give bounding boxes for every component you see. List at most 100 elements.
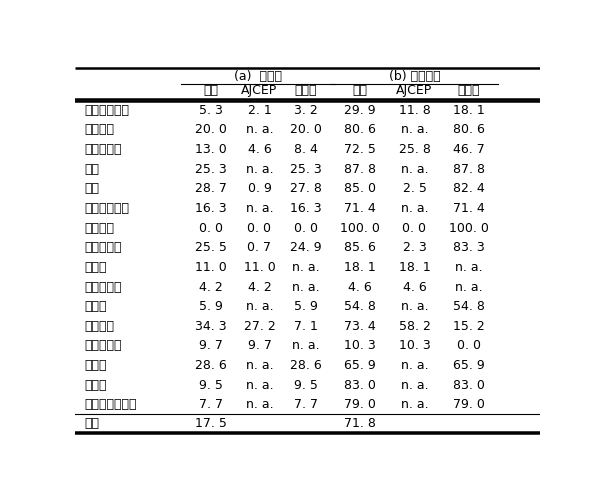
Text: n. a.: n. a. xyxy=(292,340,320,352)
Text: 11. 8: 11. 8 xyxy=(398,104,430,117)
Text: 0. 0: 0. 0 xyxy=(403,222,427,234)
Text: タイ: タイ xyxy=(84,182,100,195)
Text: 46. 7: 46. 7 xyxy=(453,143,485,156)
Text: 0. 7: 0. 7 xyxy=(247,241,271,254)
Text: 54. 8: 54. 8 xyxy=(453,300,485,313)
Text: n. a.: n. a. xyxy=(401,379,428,392)
Text: インド: インド xyxy=(84,359,107,372)
Text: スイス: スイス xyxy=(84,300,107,313)
Text: n. a.: n. a. xyxy=(245,398,273,411)
Text: 2. 5: 2. 5 xyxy=(403,182,427,195)
Text: 65. 9: 65. 9 xyxy=(344,359,376,372)
Text: n. a.: n. a. xyxy=(401,398,428,411)
Text: 100. 0: 100. 0 xyxy=(449,222,488,234)
Text: 4. 2: 4. 2 xyxy=(248,280,271,293)
Text: 7. 1: 7. 1 xyxy=(294,320,318,333)
Text: 85. 6: 85. 6 xyxy=(344,241,376,254)
Text: n. a.: n. a. xyxy=(401,359,428,372)
Text: 全体: 全体 xyxy=(84,417,100,430)
Text: 65. 9: 65. 9 xyxy=(453,359,485,372)
Text: 二国間: 二国間 xyxy=(295,84,317,98)
Text: 4. 6: 4. 6 xyxy=(403,280,427,293)
Text: 0. 0: 0. 0 xyxy=(199,222,223,234)
Text: 9. 7: 9. 7 xyxy=(248,340,271,352)
Text: n. a.: n. a. xyxy=(245,359,273,372)
Text: n. a.: n. a. xyxy=(401,202,428,215)
Text: 79. 0: 79. 0 xyxy=(344,398,376,411)
Text: 71. 4: 71. 4 xyxy=(453,202,485,215)
Text: n. a.: n. a. xyxy=(245,162,273,175)
Text: 18. 1: 18. 1 xyxy=(344,261,376,274)
Text: 25. 3: 25. 3 xyxy=(290,162,322,175)
Text: 18. 1: 18. 1 xyxy=(398,261,430,274)
Text: 二国間: 二国間 xyxy=(457,84,480,98)
Text: 13. 0: 13. 0 xyxy=(195,143,227,156)
Text: 24. 9: 24. 9 xyxy=(290,241,322,254)
Text: (b) 有税品目: (b) 有税品目 xyxy=(389,70,440,84)
Text: 87. 8: 87. 8 xyxy=(453,162,485,175)
Text: 5. 9: 5. 9 xyxy=(294,300,318,313)
Text: 17. 5: 17. 5 xyxy=(194,417,227,430)
Text: インドネシア: インドネシア xyxy=(84,202,130,215)
Text: n. a.: n. a. xyxy=(292,261,320,274)
Text: 85. 0: 85. 0 xyxy=(344,182,376,195)
Text: 28. 6: 28. 6 xyxy=(290,359,322,372)
Text: 4. 2: 4. 2 xyxy=(199,280,223,293)
Text: 合計: 合計 xyxy=(353,84,368,98)
Text: 28. 6: 28. 6 xyxy=(195,359,227,372)
Text: 71. 8: 71. 8 xyxy=(344,417,376,430)
Text: 2. 1: 2. 1 xyxy=(248,104,271,117)
Text: 34. 3: 34. 3 xyxy=(195,320,226,333)
Text: メキシコ: メキシコ xyxy=(84,123,114,136)
Text: n. a.: n. a. xyxy=(245,123,273,136)
Text: 20. 0: 20. 0 xyxy=(194,123,227,136)
Text: ブルネイ: ブルネイ xyxy=(84,222,114,234)
Text: 25. 8: 25. 8 xyxy=(398,143,430,156)
Text: 0. 0: 0. 0 xyxy=(457,340,481,352)
Text: 15. 2: 15. 2 xyxy=(453,320,485,333)
Text: シンガポール: シンガポール xyxy=(84,104,130,117)
Text: ベトナム: ベトナム xyxy=(84,320,114,333)
Text: 11. 0: 11. 0 xyxy=(195,261,227,274)
Text: 83. 3: 83. 3 xyxy=(453,241,485,254)
Text: 7. 7: 7. 7 xyxy=(199,398,223,411)
Text: n. a.: n. a. xyxy=(292,280,320,293)
Text: 83. 0: 83. 0 xyxy=(344,379,376,392)
Text: 9. 5: 9. 5 xyxy=(294,379,318,392)
Text: 29. 9: 29. 9 xyxy=(344,104,376,117)
Text: 20. 0: 20. 0 xyxy=(290,123,322,136)
Text: 79. 0: 79. 0 xyxy=(453,398,485,411)
Text: 9. 7: 9. 7 xyxy=(199,340,223,352)
Text: 80. 6: 80. 6 xyxy=(453,123,485,136)
Text: 4. 6: 4. 6 xyxy=(248,143,271,156)
Text: 7. 7: 7. 7 xyxy=(294,398,318,411)
Text: 87. 8: 87. 8 xyxy=(344,162,376,175)
Text: 3. 2: 3. 2 xyxy=(294,104,318,117)
Text: 82. 4: 82. 4 xyxy=(453,182,485,195)
Text: ペルー: ペルー xyxy=(84,379,107,392)
Text: AJCEP: AJCEP xyxy=(241,84,278,98)
Text: n. a.: n. a. xyxy=(401,123,428,136)
Text: マレーシア: マレーシア xyxy=(84,143,122,156)
Text: ラオス: ラオス xyxy=(84,261,107,274)
Text: 16. 3: 16. 3 xyxy=(195,202,226,215)
Text: n. a.: n. a. xyxy=(455,261,482,274)
Text: 25. 5: 25. 5 xyxy=(194,241,227,254)
Text: 83. 0: 83. 0 xyxy=(453,379,485,392)
Text: 72. 5: 72. 5 xyxy=(344,143,376,156)
Text: 100. 0: 100. 0 xyxy=(340,222,380,234)
Text: 73. 4: 73. 4 xyxy=(344,320,376,333)
Text: 11. 0: 11. 0 xyxy=(244,261,275,274)
Text: フィリピン: フィリピン xyxy=(84,241,122,254)
Text: チリ: チリ xyxy=(84,162,100,175)
Text: 71. 4: 71. 4 xyxy=(344,202,376,215)
Text: n. a.: n. a. xyxy=(455,280,482,293)
Text: 16. 3: 16. 3 xyxy=(290,202,322,215)
Text: 28. 7: 28. 7 xyxy=(194,182,227,195)
Text: 27. 8: 27. 8 xyxy=(290,182,322,195)
Text: カンボジア: カンボジア xyxy=(84,340,122,352)
Text: 25. 3: 25. 3 xyxy=(195,162,227,175)
Text: 10. 3: 10. 3 xyxy=(398,340,430,352)
Text: 8. 4: 8. 4 xyxy=(294,143,318,156)
Text: 18. 1: 18. 1 xyxy=(453,104,485,117)
